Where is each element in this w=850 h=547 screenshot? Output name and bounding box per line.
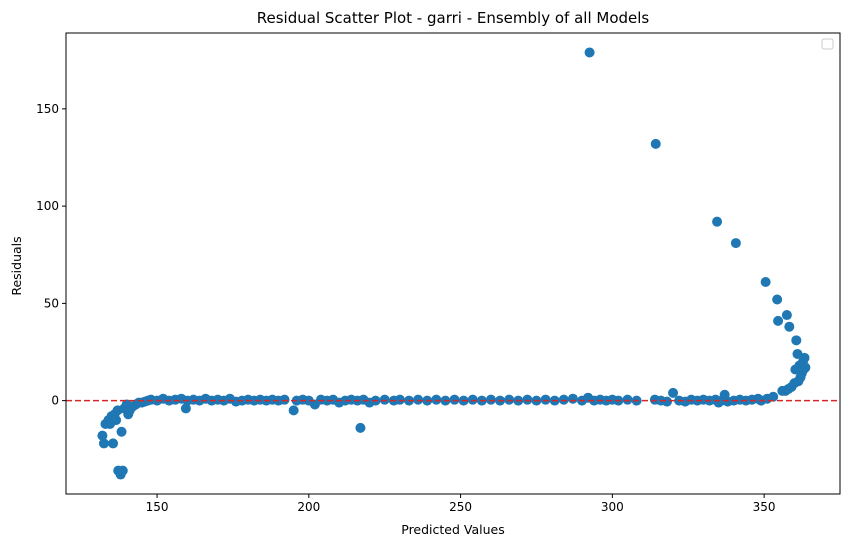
scatter-point-89: [584, 47, 595, 58]
y-tick-label: 100: [36, 199, 59, 213]
y-tick-label: 50: [44, 296, 59, 310]
scatter-point-100: [661, 396, 672, 407]
x-tick-label: 350: [753, 500, 776, 514]
scatter-point-14: [117, 465, 128, 476]
scatter-point-124: [772, 294, 783, 305]
scatter-point-49: [288, 405, 299, 416]
scatter-point-67: [394, 394, 405, 405]
x-axis: 150 200 250 300 350: [146, 494, 776, 514]
scatter-point-125: [773, 315, 784, 326]
y-tick-label: 0: [51, 394, 59, 408]
scatter-point-130: [784, 321, 795, 332]
scatter-point-48: [279, 394, 290, 405]
chart-title: Residual Scatter Plot - garri - Ensembly…: [257, 9, 650, 27]
scatter-point-86: [567, 393, 578, 404]
scatter-point-13: [116, 426, 127, 437]
x-tick-label: 250: [449, 500, 472, 514]
legend-box: [821, 38, 834, 50]
scatter-point-81: [522, 394, 533, 405]
scatter-point-73: [449, 394, 460, 405]
scatter-point-75: [467, 394, 478, 405]
scatter-point-95: [622, 394, 633, 405]
scatter-point-134: [791, 335, 802, 346]
scatter-point-123: [768, 391, 779, 402]
scatter-point-109: [712, 216, 723, 227]
scatter-point-83: [540, 394, 551, 405]
scatter-point-77: [485, 394, 496, 405]
scatter-point-98: [650, 138, 661, 149]
y-axis-title: Residuals: [9, 236, 24, 295]
scatter-point-128: [781, 310, 792, 321]
scatter-point-121: [760, 276, 771, 287]
x-tick-label: 300: [601, 500, 624, 514]
x-axis-title: Predicted Values: [401, 522, 505, 537]
scatter-point-101: [668, 387, 679, 398]
scatter-point-71: [431, 394, 442, 405]
scatter-point-79: [504, 394, 515, 405]
x-tick-label: 200: [297, 500, 320, 514]
scatter-points: [97, 47, 811, 480]
scatter-point-32: [180, 403, 191, 414]
scatter-point-115: [730, 238, 741, 249]
scatter-point-143: [800, 362, 811, 373]
x-tick-label: 150: [146, 500, 169, 514]
scatter-point-69: [413, 394, 424, 405]
scatter-point-85: [558, 394, 569, 405]
scatter-point-61: [355, 422, 366, 433]
scatter-point-1: [98, 438, 109, 449]
scatter-point-142: [799, 352, 810, 363]
scatter-point-8: [111, 415, 122, 426]
y-tick-label: 150: [36, 102, 59, 116]
y-axis: 0 50 100 150: [36, 102, 66, 408]
scatter-point-65: [379, 394, 390, 405]
scatter-point-6: [108, 438, 119, 449]
scatter-point-0: [97, 430, 108, 441]
plot-area: [65, 32, 841, 495]
